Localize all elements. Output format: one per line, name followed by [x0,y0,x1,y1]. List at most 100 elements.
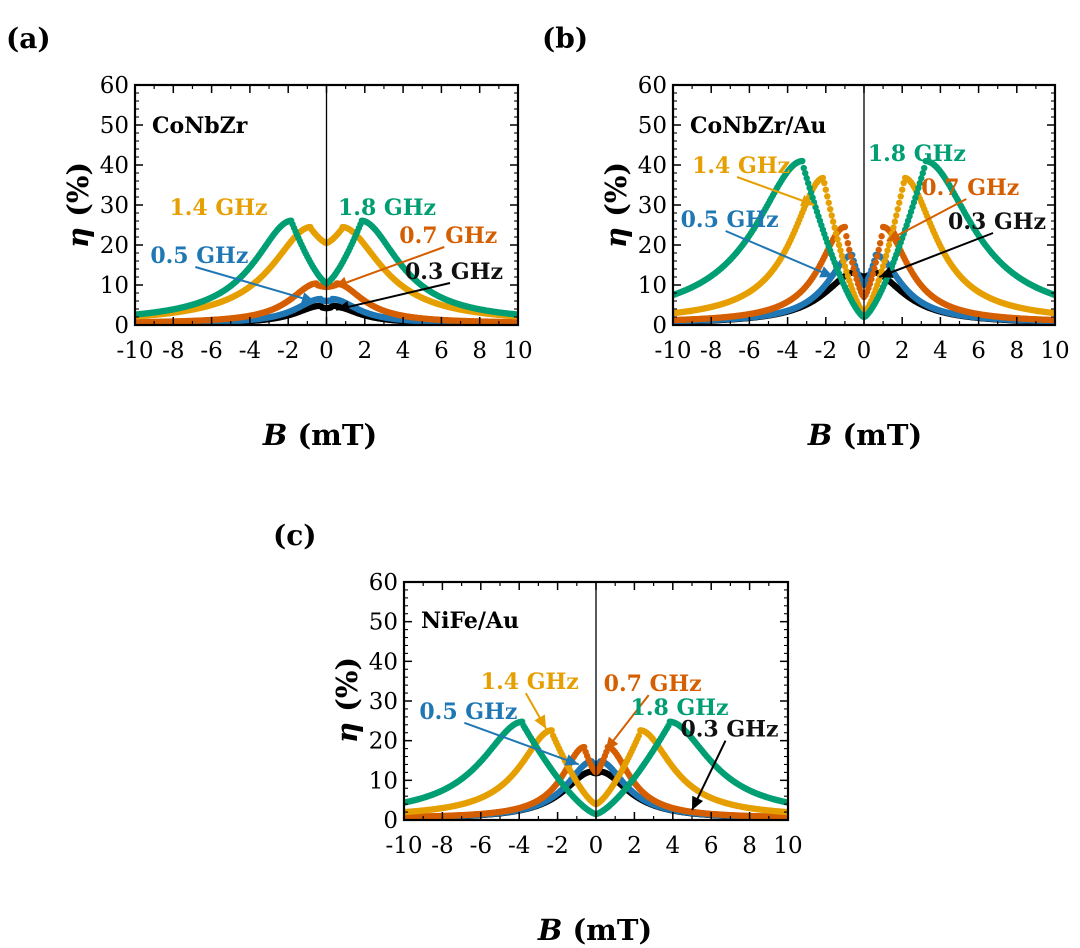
data-point [897,193,904,200]
data-point [894,205,901,213]
data-point [603,748,610,756]
panel-b-x-tick-label: -2 [815,338,837,364]
panel-b-y-tick-label: 30 [638,193,667,219]
data-point [876,239,884,247]
annotation-arrowhead [879,266,894,278]
data-point [799,157,806,165]
panel-a-y-tick-label: 60 [100,73,129,99]
panel-a-annotation-0p7-GHz: 0.7 GHz [399,223,497,249]
data-point [918,174,925,182]
panel-b-annotation-0p5-GHz: 0.5 GHz [681,207,779,233]
panel-b-x-tick-label: 10 [1040,338,1069,364]
data-point [824,193,831,200]
data-point [899,186,906,193]
panel-b-y-tick-label: 0 [652,313,667,339]
panel-a-x-tick-label: -2 [277,338,299,364]
panel-a-y-tick-label: 10 [100,273,129,299]
panel-b-y-tick-label: 20 [638,233,667,259]
panel-a-annotation-1p8-GHz: 1.8 GHz [338,195,436,221]
panel-c-x-tick-label: -4 [508,833,530,859]
data-point [916,179,924,187]
data-point [869,270,877,278]
panel-a-annotation-0p3-GHz: 0.3 GHz [405,259,503,285]
panel-a-x-tick-label: 10 [503,338,532,364]
data-point [881,257,888,265]
panel-a-x-tick-label: -10 [116,338,153,364]
data-point [849,259,856,266]
panel-c-x-tick-label: -10 [385,833,422,859]
panel-c-label: (c) [273,519,317,552]
data-point [822,186,829,193]
panel-b-annotation-1p4-GHz: 1.4 GHz [692,153,790,179]
annotation-arrowhead [534,714,547,729]
panel-a-x-tick-label: -8 [162,338,184,364]
panel-a-y-tick-label: 0 [114,313,129,339]
data-point [919,169,926,177]
panel-a-y-tick-label: 40 [100,153,129,179]
annotation-arrowhead [692,795,704,811]
data-point [802,169,809,177]
panel-a-x-axis-title: B (mT) [262,418,377,452]
panel-a-label: (a) [6,22,51,55]
panel-c-y-tick-label: 30 [369,689,398,715]
data-point [844,239,852,247]
panel-c-x-tick-label: 8 [742,833,757,859]
panel-c-series-1p8-GHz [404,718,788,818]
data-point [872,259,879,266]
data-point [921,164,928,172]
panel-a-x-tick-label: 6 [434,338,449,364]
data-point [821,179,828,187]
panel-c-y-tick-label: 60 [369,570,398,596]
data-point [828,212,835,219]
data-point [804,179,812,187]
panel-b-x-axis-title: B (mT) [807,418,922,452]
data-point [915,184,922,192]
annotation-arrowhead [605,736,619,751]
data-point [878,268,885,275]
panel-c-annotation-0p5-GHz: 0.5 GHz [419,699,517,725]
panel-b-x-tick-label: 6 [971,338,986,364]
panel-b-annotation-1p8-GHz: 1.8 GHz [868,141,966,167]
panel-b-sample-label: CoNbZr/Au [690,113,826,139]
panel-c-x-axis-title: B (mT) [537,913,652,947]
panel-c-y-tick-label: 40 [369,649,398,675]
panel-b-x-tick-label: -4 [776,338,798,364]
data-point [891,218,899,225]
annotation-arrow [464,721,580,766]
data-point [879,263,887,270]
data-point [827,205,834,213]
data-point [878,233,885,240]
data-point [807,189,815,197]
annotation-arrowhead [300,292,316,304]
panel-c-x-tick-label: -2 [546,833,568,859]
panel-a-annotation-1p4-GHz: 1.4 GHz [169,195,267,221]
panel-b-x-tick-label: 8 [1009,338,1024,364]
data-point [871,265,878,272]
panel-b-annotation-0p7-GHz: 0.7 GHz [921,175,1019,201]
panel-c-y-tick-label: 10 [369,768,398,794]
annotation-arrow [335,282,451,311]
data-point [875,246,882,254]
annotation-arrow [333,246,445,288]
data-point [843,233,850,240]
panel-c-x-tick-label: 0 [589,833,604,859]
panel-c-annotation-1p8-GHz: 1.8 GHz [631,695,729,721]
data-point [825,199,832,206]
annotation-arrowhead [886,229,902,241]
panel-a-y-axis-title: η (%) [61,162,95,248]
panel-b-x-tick-label: -10 [654,338,691,364]
data-point [806,184,813,192]
annotation-arrow [878,232,994,278]
panel-b-y-tick-label: 40 [638,153,667,179]
annotation-arrowhead [336,300,351,313]
data-point [837,247,844,254]
data-point [874,253,881,260]
data-point [829,218,837,225]
annotation-arrowhead [819,266,834,278]
data-point [819,174,827,182]
panel-b-y-tick-label: 50 [638,113,667,139]
panel-a-x-tick-label: 0 [319,338,334,364]
data-point [840,257,847,265]
